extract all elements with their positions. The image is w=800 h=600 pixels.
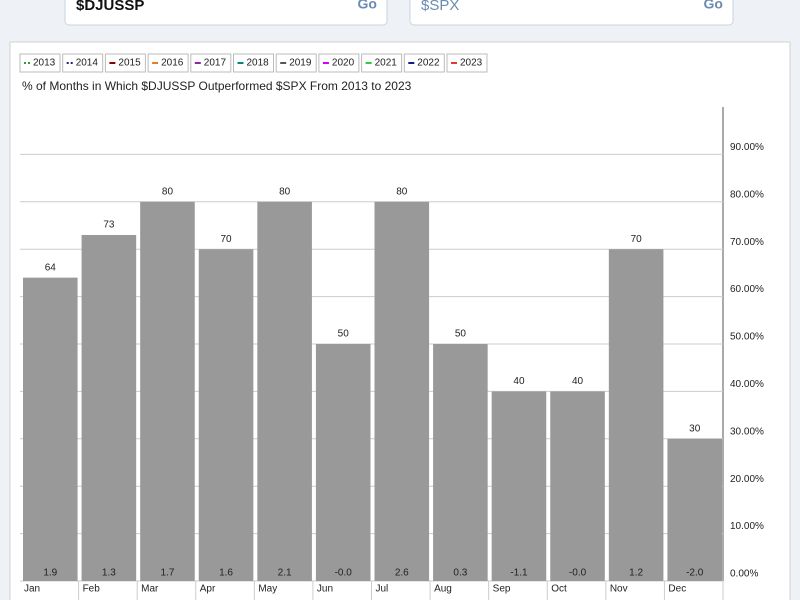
legend-label: 2015 bbox=[118, 58, 141, 69]
data-label: 70 bbox=[631, 234, 643, 245]
data-label: 80 bbox=[396, 186, 408, 197]
data-label: 70 bbox=[220, 234, 232, 245]
avg-return-label: 2.6 bbox=[395, 568, 409, 579]
y-tick-label: 80.00% bbox=[730, 189, 764, 200]
symbol-text: $DJUSSP bbox=[76, 0, 144, 14]
go-button[interactable]: Go bbox=[704, 0, 723, 12]
data-label: 40 bbox=[572, 376, 584, 387]
legend-button[interactable] bbox=[361, 53, 403, 73]
x-tick-label: May bbox=[258, 584, 277, 595]
legend-button[interactable] bbox=[147, 53, 189, 73]
y-tick-label: 60.00% bbox=[730, 284, 764, 295]
bar bbox=[491, 391, 547, 581]
x-tick-label: Jul bbox=[376, 584, 389, 595]
go-button[interactable]: Go bbox=[358, 0, 377, 12]
y-tick-label: 50.00% bbox=[730, 332, 764, 343]
avg-return-label: 1.7 bbox=[161, 568, 175, 579]
chart-title: % of Months in Which $DJUSSP Outperforme… bbox=[22, 79, 412, 93]
y-tick-label: 30.00% bbox=[730, 426, 764, 437]
x-tick-label: Mar bbox=[141, 584, 159, 595]
bar bbox=[433, 344, 488, 581]
legend-button[interactable] bbox=[104, 53, 146, 73]
x-tick-label: Jan bbox=[24, 584, 40, 595]
avg-return-label: 2.1 bbox=[278, 568, 292, 579]
y-tick-label: 40.00% bbox=[730, 379, 764, 390]
legend-label: 2016 bbox=[161, 58, 184, 69]
legend-label: 2018 bbox=[247, 58, 270, 69]
bar bbox=[140, 201, 195, 582]
avg-return-label: -1.1 bbox=[510, 568, 528, 579]
data-label: 40 bbox=[513, 376, 525, 387]
x-tick-label: Sep bbox=[493, 584, 511, 595]
legend-button[interactable] bbox=[403, 53, 445, 73]
symbol-input[interactable] bbox=[64, 0, 388, 26]
avg-return-label: 1.6 bbox=[219, 568, 233, 579]
legend-label: 2020 bbox=[332, 58, 355, 69]
y-tick-label: 70.00% bbox=[730, 237, 764, 248]
x-tick-label: Nov bbox=[610, 584, 628, 595]
legend-label: 2017 bbox=[204, 58, 227, 69]
data-label: 80 bbox=[279, 186, 291, 197]
data-label: 73 bbox=[103, 220, 115, 231]
legend-label: 2021 bbox=[375, 58, 398, 69]
data-label: 30 bbox=[689, 423, 701, 434]
y-tick-label: 0.00% bbox=[730, 569, 758, 580]
legend-button[interactable] bbox=[275, 53, 317, 73]
avg-return-label: 1.9 bbox=[43, 568, 57, 579]
avg-return-label: -2.0 bbox=[686, 568, 704, 579]
x-tick-label: Aug bbox=[434, 584, 452, 595]
x-tick-label: Oct bbox=[551, 584, 567, 595]
legend-button[interactable] bbox=[446, 53, 488, 73]
bar bbox=[608, 249, 664, 581]
data-label: 50 bbox=[338, 329, 350, 340]
bar bbox=[257, 201, 312, 582]
compare-input[interactable] bbox=[409, 0, 734, 26]
y-tick-label: 10.00% bbox=[730, 521, 764, 532]
bar bbox=[374, 201, 430, 582]
bar bbox=[315, 344, 371, 581]
legend-button[interactable] bbox=[19, 53, 61, 73]
y-tick-label: 90.00% bbox=[730, 142, 764, 153]
legend-label: 2013 bbox=[33, 58, 56, 69]
legend-label: 2022 bbox=[417, 58, 440, 69]
compare-text: $SPX bbox=[421, 0, 459, 14]
bar bbox=[81, 234, 137, 582]
avg-return-label: -0.0 bbox=[569, 568, 587, 579]
legend-label: 2014 bbox=[76, 58, 99, 69]
bar bbox=[667, 438, 722, 581]
x-tick-label: Dec bbox=[668, 584, 686, 595]
data-label: 50 bbox=[455, 329, 467, 340]
legend-label: 2019 bbox=[289, 58, 312, 69]
avg-return-label: 1.3 bbox=[102, 568, 116, 579]
avg-return-label: 1.2 bbox=[629, 568, 643, 579]
data-label: 80 bbox=[162, 186, 174, 197]
bar bbox=[198, 249, 254, 581]
bar bbox=[550, 391, 605, 581]
legend-button[interactable] bbox=[318, 53, 360, 73]
legend-button[interactable] bbox=[190, 53, 232, 73]
avg-return-label: -0.0 bbox=[335, 568, 353, 579]
bar bbox=[23, 277, 78, 581]
avg-return-label: 0.3 bbox=[453, 568, 467, 579]
x-tick-label: Apr bbox=[200, 584, 216, 595]
data-label: 64 bbox=[45, 262, 57, 273]
x-tick-label: Jun bbox=[317, 584, 333, 595]
x-tick-label: Feb bbox=[83, 584, 101, 595]
legend-button[interactable] bbox=[233, 53, 274, 73]
legend-button[interactable] bbox=[62, 53, 104, 73]
y-tick-label: 20.00% bbox=[730, 474, 764, 485]
legend-label: 2023 bbox=[460, 58, 483, 69]
